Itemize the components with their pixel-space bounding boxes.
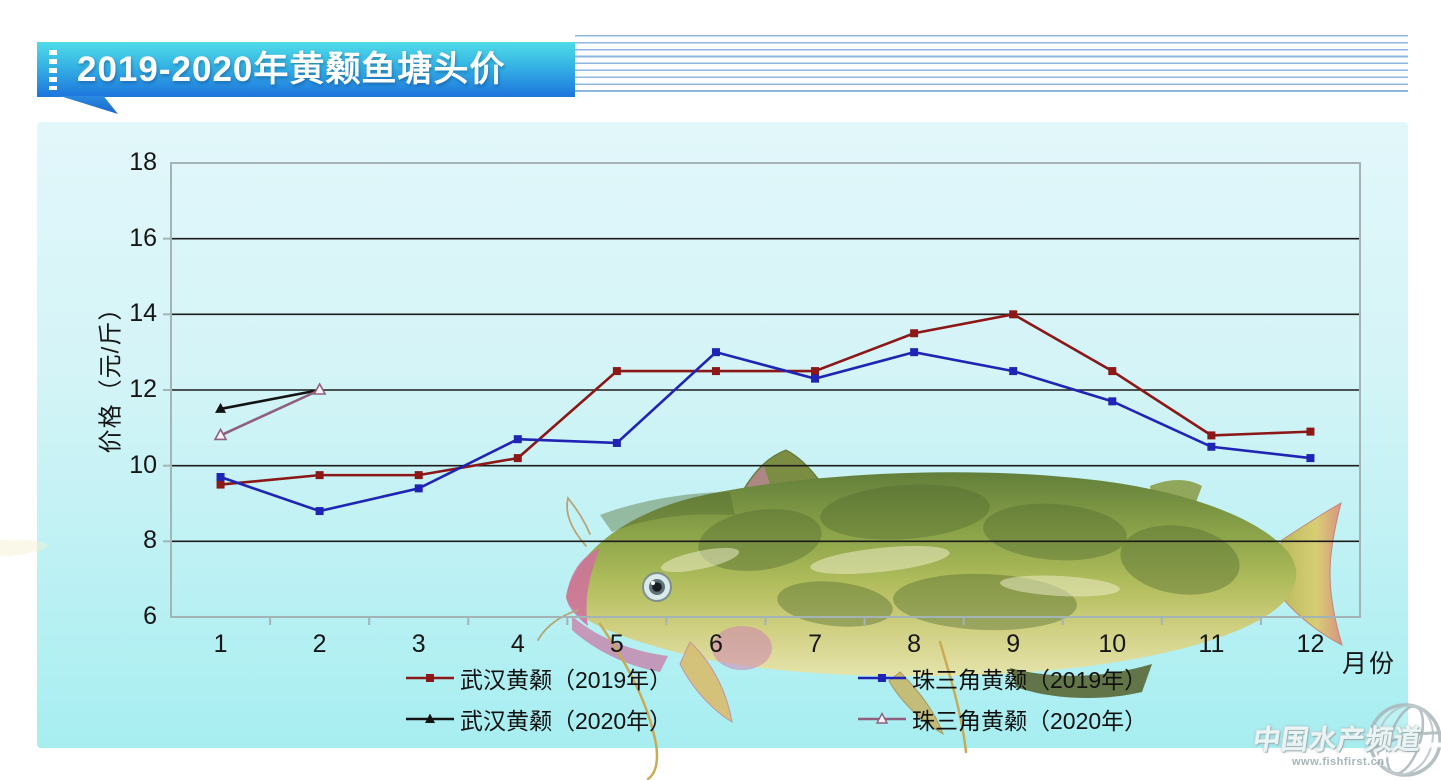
series-0-marker xyxy=(414,471,423,480)
legend-item-1: 珠三角黄颡（2019年） xyxy=(858,661,1147,695)
legend-marker-square xyxy=(406,674,454,682)
legend-label-0: 武汉黄颡（2019年） xyxy=(460,667,673,693)
series-1-marker xyxy=(1207,442,1216,451)
series-3-marker xyxy=(312,382,327,395)
series-line-0 xyxy=(220,312,1311,486)
series-1-marker xyxy=(910,348,919,357)
page-title: 2019-2020年黄颡鱼塘头价 xyxy=(77,50,506,89)
legend-label-2: 武汉黄颡（2020年） xyxy=(460,708,673,734)
legend-item-2: 武汉黄颡（2020年） xyxy=(406,702,858,736)
series-line-1 xyxy=(220,350,1311,513)
line-chart xyxy=(163,162,1361,625)
series-line-3 xyxy=(220,388,321,437)
series-0-marker xyxy=(711,367,720,376)
series-line-2 xyxy=(220,388,320,411)
series-1-marker xyxy=(414,484,423,493)
series-0-marker xyxy=(1306,427,1315,436)
legend-label-1: 珠三角黄颡（2019年） xyxy=(912,667,1148,693)
pinstripe-decoration xyxy=(575,35,1408,93)
series-0-marker xyxy=(811,367,820,376)
series-3-marker xyxy=(213,427,228,441)
legend-item-3: 珠三角黄颡（2020年） xyxy=(858,702,1147,736)
series-0-marker xyxy=(315,471,324,480)
series-0-marker xyxy=(1108,367,1117,376)
series-0-marker xyxy=(513,454,522,463)
legend-item-0: 武汉黄颡（2019年） xyxy=(406,661,858,695)
series-0-marker xyxy=(612,367,621,376)
series-1-marker xyxy=(612,438,621,447)
banner-dash-decoration xyxy=(49,50,57,90)
series-1-marker xyxy=(811,374,820,383)
title-banner: 2019-2020年黄颡鱼塘头价 xyxy=(37,42,575,97)
series-2-marker xyxy=(215,402,227,413)
series-1-marker xyxy=(513,435,522,444)
series-0-marker xyxy=(1009,310,1018,319)
series-1-marker xyxy=(1009,367,1018,376)
chart-legend: 武汉黄颡（2019年） 珠三角黄颡（2019年） 武汉黄颡（2020年） 珠三角黄颡（… xyxy=(406,661,1147,736)
legend-marker-triangle-open xyxy=(858,711,906,724)
series-1-marker xyxy=(711,348,720,357)
legend-marker-square xyxy=(858,674,906,682)
legend-label-3: 珠三角黄颡（2020年） xyxy=(912,708,1148,734)
series-1-marker xyxy=(216,473,225,482)
series-1-marker xyxy=(315,507,324,516)
series-1-marker xyxy=(1108,397,1117,406)
series-0-marker xyxy=(1207,431,1216,440)
legend-marker-triangle xyxy=(406,713,454,723)
yellow-catfish-image xyxy=(0,449,1343,780)
series-0-marker xyxy=(216,480,225,489)
series-0-marker xyxy=(910,329,919,338)
series-1-marker xyxy=(1306,454,1315,463)
